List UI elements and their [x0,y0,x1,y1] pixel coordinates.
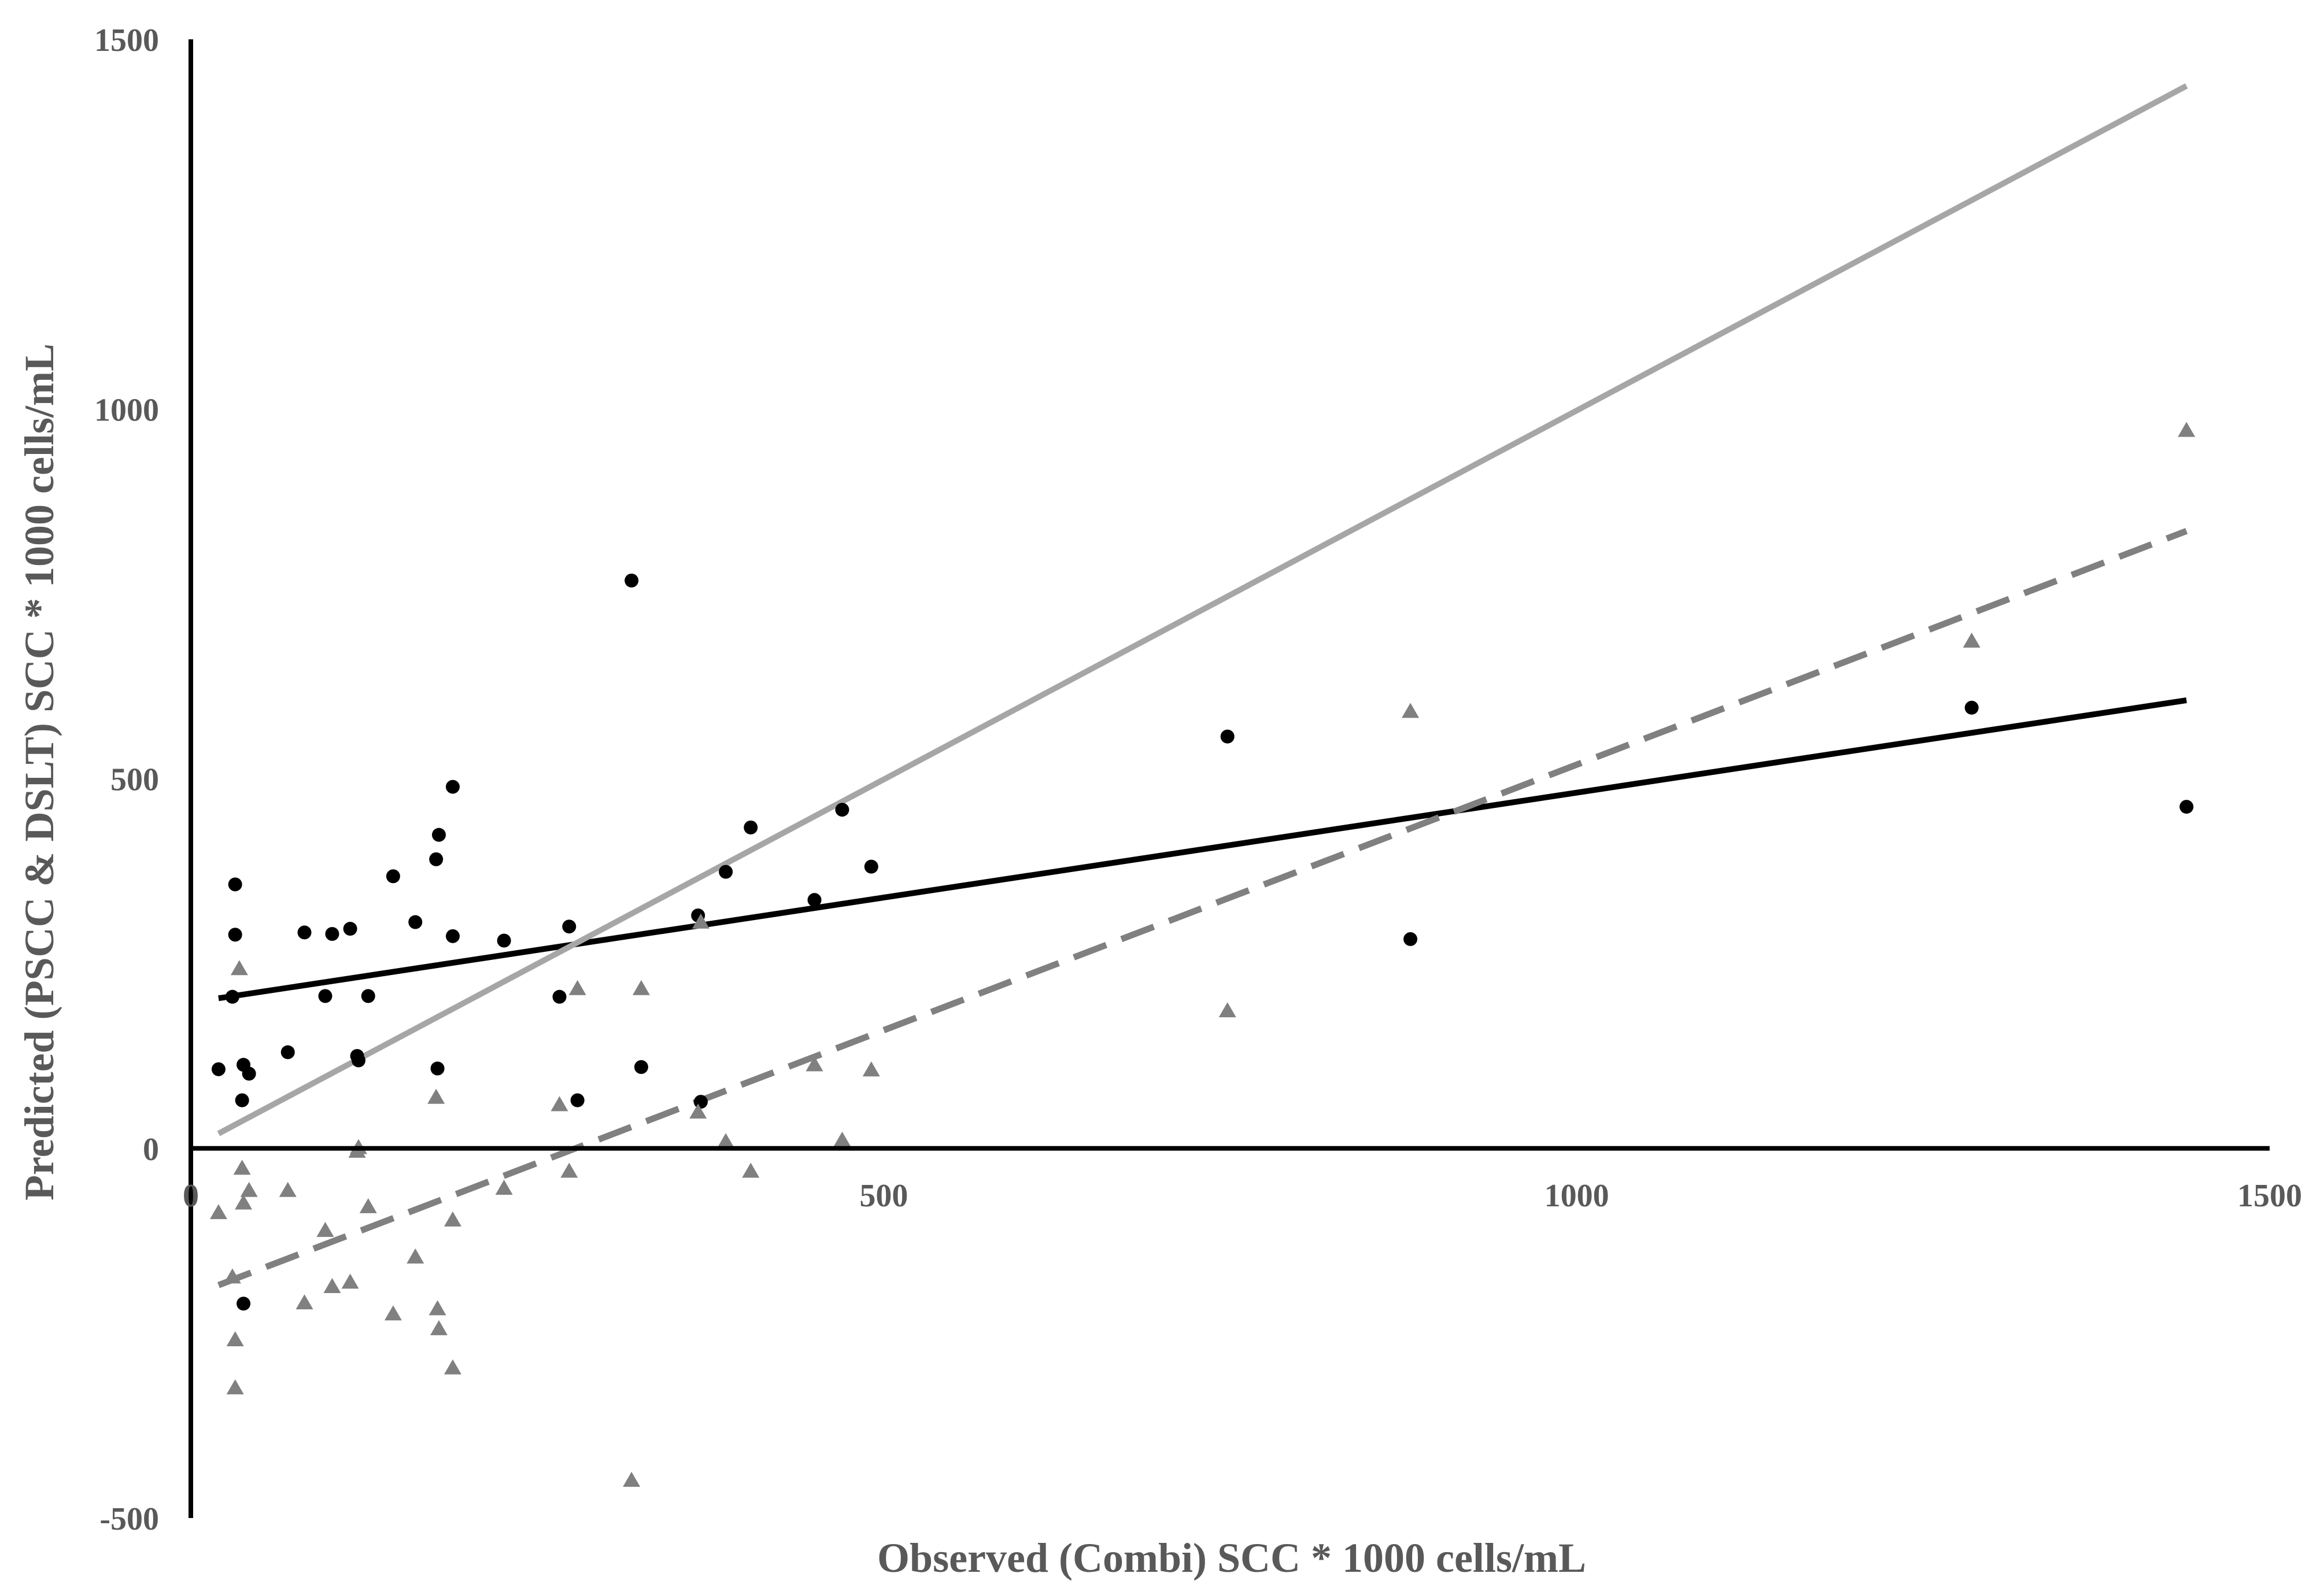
x-tick-label: 1000 [1545,1178,1609,1214]
y-tick-label: -500 [99,1501,159,1537]
circle-point [634,1060,648,1074]
y-tick-label: 1500 [94,23,159,58]
y-axis-title: Predicted (PSCC & DSLT) SCC * 1000 cells… [16,344,62,1201]
circle-point [228,877,242,892]
triangle-point [1402,703,1420,718]
triangle-point [295,1294,313,1310]
triangle-point [1218,1002,1236,1018]
x-tick-label: 0 [183,1178,199,1214]
circle-point [343,922,357,936]
circle-point [497,933,511,948]
circle-point [1220,729,1235,744]
triangle-point [689,1103,707,1119]
circle-point [318,989,332,1003]
data-points [209,422,2196,1487]
x-axis-title: Observed (Combi) SCC * 1000 cells/mL [877,1535,1586,1581]
circle-point [430,1061,445,1076]
triangle-point [407,1248,424,1264]
circle-point [625,573,639,588]
circle-point [211,1062,226,1076]
circle-point [570,1093,585,1107]
solid-trend-line [217,83,2188,1136]
circle-point [408,915,423,929]
circle-point [386,869,400,884]
circle-point [235,1093,249,1107]
circle-point [744,820,758,834]
circle-point [228,928,242,942]
circle-point [297,925,312,940]
triangle-point [235,1194,253,1210]
triangle-point [717,1133,735,1148]
triangle-point [742,1162,760,1178]
triangle-point [623,1471,641,1487]
triangle-point [240,1181,258,1197]
circle-point [225,989,239,1004]
triangle-point [430,1320,448,1335]
circle-point [1964,700,1979,715]
triangle-point [1963,632,1981,648]
triangle-point [359,1198,377,1213]
circle-point [351,1053,365,1068]
triangle-point [427,1088,445,1104]
triangle-point [223,1268,241,1284]
circle-point [242,1066,256,1081]
triangle-point [323,1277,341,1293]
triangle-point [806,1056,823,1072]
circle-point [2179,800,2194,814]
triangle-point [233,1159,251,1175]
x-tick-labels: 0 500 1000 1500 [183,1178,2302,1214]
circle-point [280,1045,295,1059]
triangle-point [226,1331,244,1347]
circle-point [807,893,822,907]
triangle-point [568,980,586,995]
triangle-point [209,1204,227,1220]
triangle-point [226,1379,244,1395]
triangle-point [632,980,650,995]
circle-point [445,929,460,943]
dashed-trend-line [217,528,2188,1288]
circle-point [445,780,460,794]
triangle-point [495,1179,513,1195]
triangle-point [833,1131,851,1147]
circle-point [432,828,446,842]
circle-point [1403,932,1418,946]
triangle-point [2178,422,2196,437]
circle-point [835,803,849,817]
circle-point [361,989,375,1003]
triangle-point [428,1300,446,1316]
trend-lines [217,83,2188,1288]
triangle-point [444,1359,461,1375]
triangle-point [384,1305,402,1321]
circle-point [864,859,878,874]
triangle-point [316,1221,334,1237]
circle-point [562,919,577,934]
triangle-point [550,1096,568,1111]
triangle-point [692,913,710,929]
y-tick-labels: -500 0 500 1000 1500 [94,23,159,1537]
triangle-point [279,1181,297,1197]
triangle-point [862,1061,880,1077]
x-tick-label: 500 [859,1178,908,1214]
triangle-point [230,960,248,976]
circle-point [325,926,339,941]
circle-point [552,989,567,1004]
triangle-point [341,1273,359,1289]
y-tick-label: 500 [110,762,159,798]
circle-point [719,865,733,879]
triangle-point [560,1162,578,1178]
y-tick-label: 1000 [94,392,159,428]
triangle-point [444,1211,461,1227]
circle-point [429,852,444,866]
circle-point [693,1095,708,1109]
y-tick-label: 0 [143,1132,159,1168]
x-tick-label: 1500 [2237,1178,2302,1214]
circle-point [237,1297,251,1311]
solid-trend-line [218,697,2187,1002]
